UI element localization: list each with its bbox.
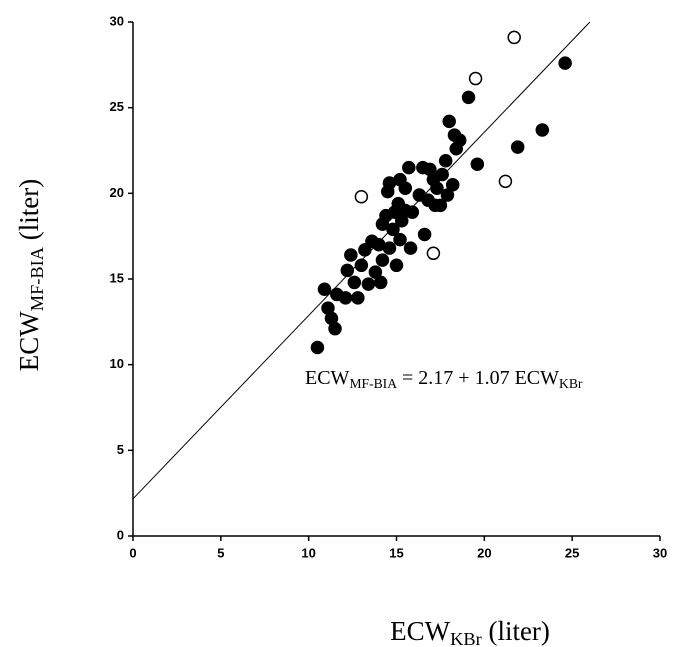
point [358,243,372,257]
subscript: MF-BIA [349,376,397,391]
subscript: MF-BIA [27,246,47,311]
text-part: (liter) [482,616,550,646]
point [438,154,453,168]
point [435,167,449,182]
open-point [507,30,521,45]
point [405,205,420,219]
subscript: KBr [450,629,482,647]
y-tick-label: 15 [110,270,124,285]
point [470,157,485,171]
x-tick-label: 5 [217,545,224,560]
point [461,90,476,105]
y-tick-label: 5 [117,442,124,457]
open-point [498,174,513,189]
text-part: ECW [390,616,451,646]
y-tick-label: 0 [117,527,124,542]
open-point [426,246,441,261]
point [386,222,400,237]
text-part: ECW [14,311,44,372]
equation-annotation: ECWMF-BIA = 2.17 + 1.07 ECWKBr [305,367,583,391]
open-point [354,190,369,204]
point [433,198,448,213]
y-axis-label: ECWMF-BIA (liter) [14,179,47,372]
point [535,123,550,137]
point [398,181,413,195]
point [354,258,369,273]
x-axis-label: ECWKBr (liter) [390,616,550,647]
y-tick-label: 25 [110,99,124,114]
point [373,275,388,290]
text-part: = 2.17 + 1.07 ECW [397,367,559,389]
text-part: ECW [305,367,350,389]
point [351,291,365,305]
x-tick-label: 15 [389,545,403,560]
point [328,321,342,336]
point [442,114,456,129]
point [317,282,332,297]
y-tick-label: 30 [110,13,124,28]
point [417,227,432,242]
y-tick-label: 20 [110,185,124,200]
point [338,291,353,305]
x-tick-label: 10 [301,545,315,560]
point [368,265,383,279]
x-tick-label: 25 [565,545,579,560]
point [393,232,407,247]
x-tick-label: 0 [129,545,136,560]
point [445,178,460,192]
subscript: KBr [559,376,583,391]
x-tick-label: 20 [477,545,491,560]
point [452,133,467,147]
point [310,340,325,355]
point [389,258,404,273]
point [382,241,397,255]
point [402,160,416,175]
point [361,277,376,291]
point [558,56,572,70]
point [375,253,390,267]
text-part: (liter) [14,179,44,247]
point [430,181,444,195]
open-point [468,71,483,86]
point [510,140,525,154]
point [440,188,455,202]
point [340,263,355,278]
point [403,241,418,255]
point [344,248,358,262]
point [347,275,362,290]
x-tick-label: 30 [653,545,667,560]
y-tick-label: 10 [110,356,124,371]
